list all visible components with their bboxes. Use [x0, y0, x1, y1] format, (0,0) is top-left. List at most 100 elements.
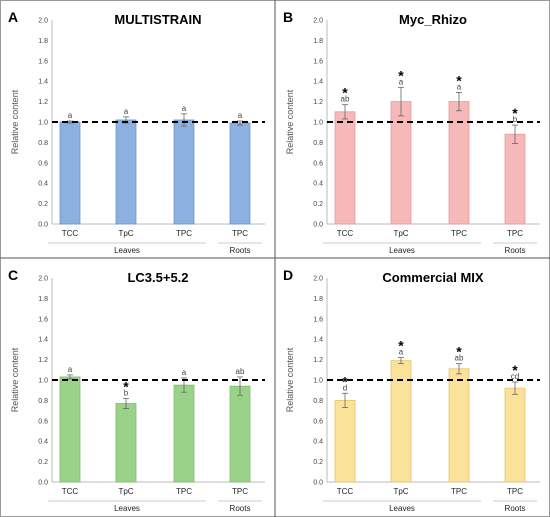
y-tick-label: 2.0 — [38, 18, 48, 25]
significance-letter: a — [457, 82, 462, 91]
y-tick-label: 0.0 — [38, 222, 48, 229]
y-tick-label: 0.2 — [313, 201, 323, 208]
y-tick-label: 1.6 — [38, 316, 48, 323]
panel-title: MULTISTRAIN — [114, 12, 201, 27]
category-label: TpC — [393, 229, 408, 238]
significance-star: * — [123, 378, 129, 394]
bar — [229, 122, 251, 225]
category-label: TpC — [118, 229, 133, 238]
bar — [504, 133, 526, 225]
panel-title: Myc_Rhizo — [399, 12, 467, 27]
significance-letter: a — [68, 111, 73, 120]
bar — [115, 119, 137, 225]
significance-star: * — [398, 338, 404, 354]
y-tick-label: 0.8 — [313, 398, 323, 405]
panel-letter: C — [8, 267, 18, 283]
y-axis-label: Relative content — [285, 347, 295, 412]
y-tick-label: 0.2 — [38, 201, 48, 208]
category-label: TPC — [451, 229, 467, 238]
y-tick-label: 0.8 — [313, 140, 323, 147]
significance-letter: ab — [455, 354, 464, 363]
significance-letter: b — [513, 115, 518, 124]
significance-letter: a — [238, 111, 243, 120]
y-tick-label: 0.6 — [313, 160, 323, 167]
group-label: Roots — [505, 504, 526, 513]
y-tick-label: 0.8 — [38, 140, 48, 147]
y-tick-label: 2.0 — [38, 276, 48, 283]
category-label: TPC — [232, 229, 248, 238]
bar — [59, 376, 81, 483]
significance-letter: ab — [236, 367, 245, 376]
y-tick-label: 2.0 — [313, 276, 323, 283]
y-tick-label: 1.8 — [313, 296, 323, 303]
group-label: Leaves — [114, 504, 140, 513]
bar — [173, 384, 195, 483]
chart-panel-d: D Commercial MIX 0.0 0.2 0.4 0.6 0.8 1.0 1.2 1.4 1… — [283, 267, 540, 513]
y-tick-label: 0.6 — [38, 418, 48, 425]
bar — [390, 101, 412, 225]
panel-letter: B — [283, 9, 293, 25]
y-tick-label: 1.0 — [313, 120, 323, 127]
panel-letter: D — [283, 267, 293, 283]
significance-letter: b — [124, 388, 129, 397]
y-tick-label: 0.6 — [38, 160, 48, 167]
category-label: TCC — [62, 487, 79, 496]
y-tick-label: 2.0 — [313, 18, 323, 25]
y-tick-label: 0.4 — [313, 439, 323, 446]
y-tick-label: 1.6 — [313, 316, 323, 323]
y-tick-label: 1.2 — [38, 357, 48, 364]
bar — [448, 368, 470, 483]
significance-letter: d — [343, 383, 347, 392]
category-label: TpC — [118, 487, 133, 496]
significance-letter: a — [399, 348, 404, 357]
bar — [390, 360, 412, 483]
y-tick-label: 0.2 — [38, 459, 48, 466]
category-label: TPC — [176, 229, 192, 238]
y-axis-label: Relative content — [10, 89, 20, 154]
significance-letter: a — [124, 107, 129, 116]
chart-panel-a: A MULTISTRAIN 0.0 0.2 0.4 0.6 0.8 1.0 1.2 1.4 1.6 1… — [8, 9, 265, 255]
y-tick-label: 0.0 — [38, 480, 48, 487]
chart-panel-b: B Myc_Rhizo 0.0 0.2 0.4 0.6 0.8 1.0 1.2 1.4 1.6 1.8… — [283, 9, 540, 255]
y-axis-label: Relative content — [285, 89, 295, 154]
y-tick-label: 1.0 — [313, 378, 323, 385]
y-tick-label: 0.4 — [38, 439, 48, 446]
significance-star: * — [398, 67, 404, 83]
y-tick-label: 1.4 — [38, 79, 48, 86]
y-tick-label: 0.2 — [313, 459, 323, 466]
y-tick-label: 1.4 — [313, 79, 323, 86]
category-label: TpC — [393, 487, 408, 496]
significance-star: * — [512, 362, 518, 378]
y-axis-label: Relative content — [10, 347, 20, 412]
panel-letter: A — [8, 9, 18, 25]
y-tick-label: 1.8 — [313, 38, 323, 45]
bar — [334, 399, 356, 483]
bar — [504, 387, 526, 483]
y-tick-label: 0.4 — [313, 181, 323, 188]
group-label: Roots — [230, 246, 251, 255]
panel-title: Commercial MIX — [382, 270, 483, 285]
panel-title: LC3.5+5.2 — [127, 270, 188, 285]
bar — [173, 119, 195, 225]
significance-star: * — [456, 72, 462, 88]
category-label: TPC — [451, 487, 467, 496]
bar — [115, 403, 137, 483]
bar — [59, 121, 81, 225]
y-tick-label: 0.8 — [38, 398, 48, 405]
significance-letter: a — [399, 77, 404, 86]
category-label: TCC — [337, 229, 354, 238]
significance-letter: ab — [341, 95, 350, 104]
y-tick-label: 1.6 — [38, 58, 48, 65]
bar — [229, 385, 251, 483]
bar — [334, 111, 356, 225]
y-tick-label: 1.0 — [38, 120, 48, 127]
significance-star: * — [342, 85, 348, 101]
y-tick-label: 1.0 — [38, 378, 48, 385]
significance-letter: a — [182, 104, 187, 113]
significance-star: * — [456, 344, 462, 360]
group-label: Roots — [505, 246, 526, 255]
category-label: TCC — [62, 229, 79, 238]
category-label: TPC — [507, 487, 523, 496]
group-label: Roots — [230, 504, 251, 513]
category-label: TPC — [176, 487, 192, 496]
